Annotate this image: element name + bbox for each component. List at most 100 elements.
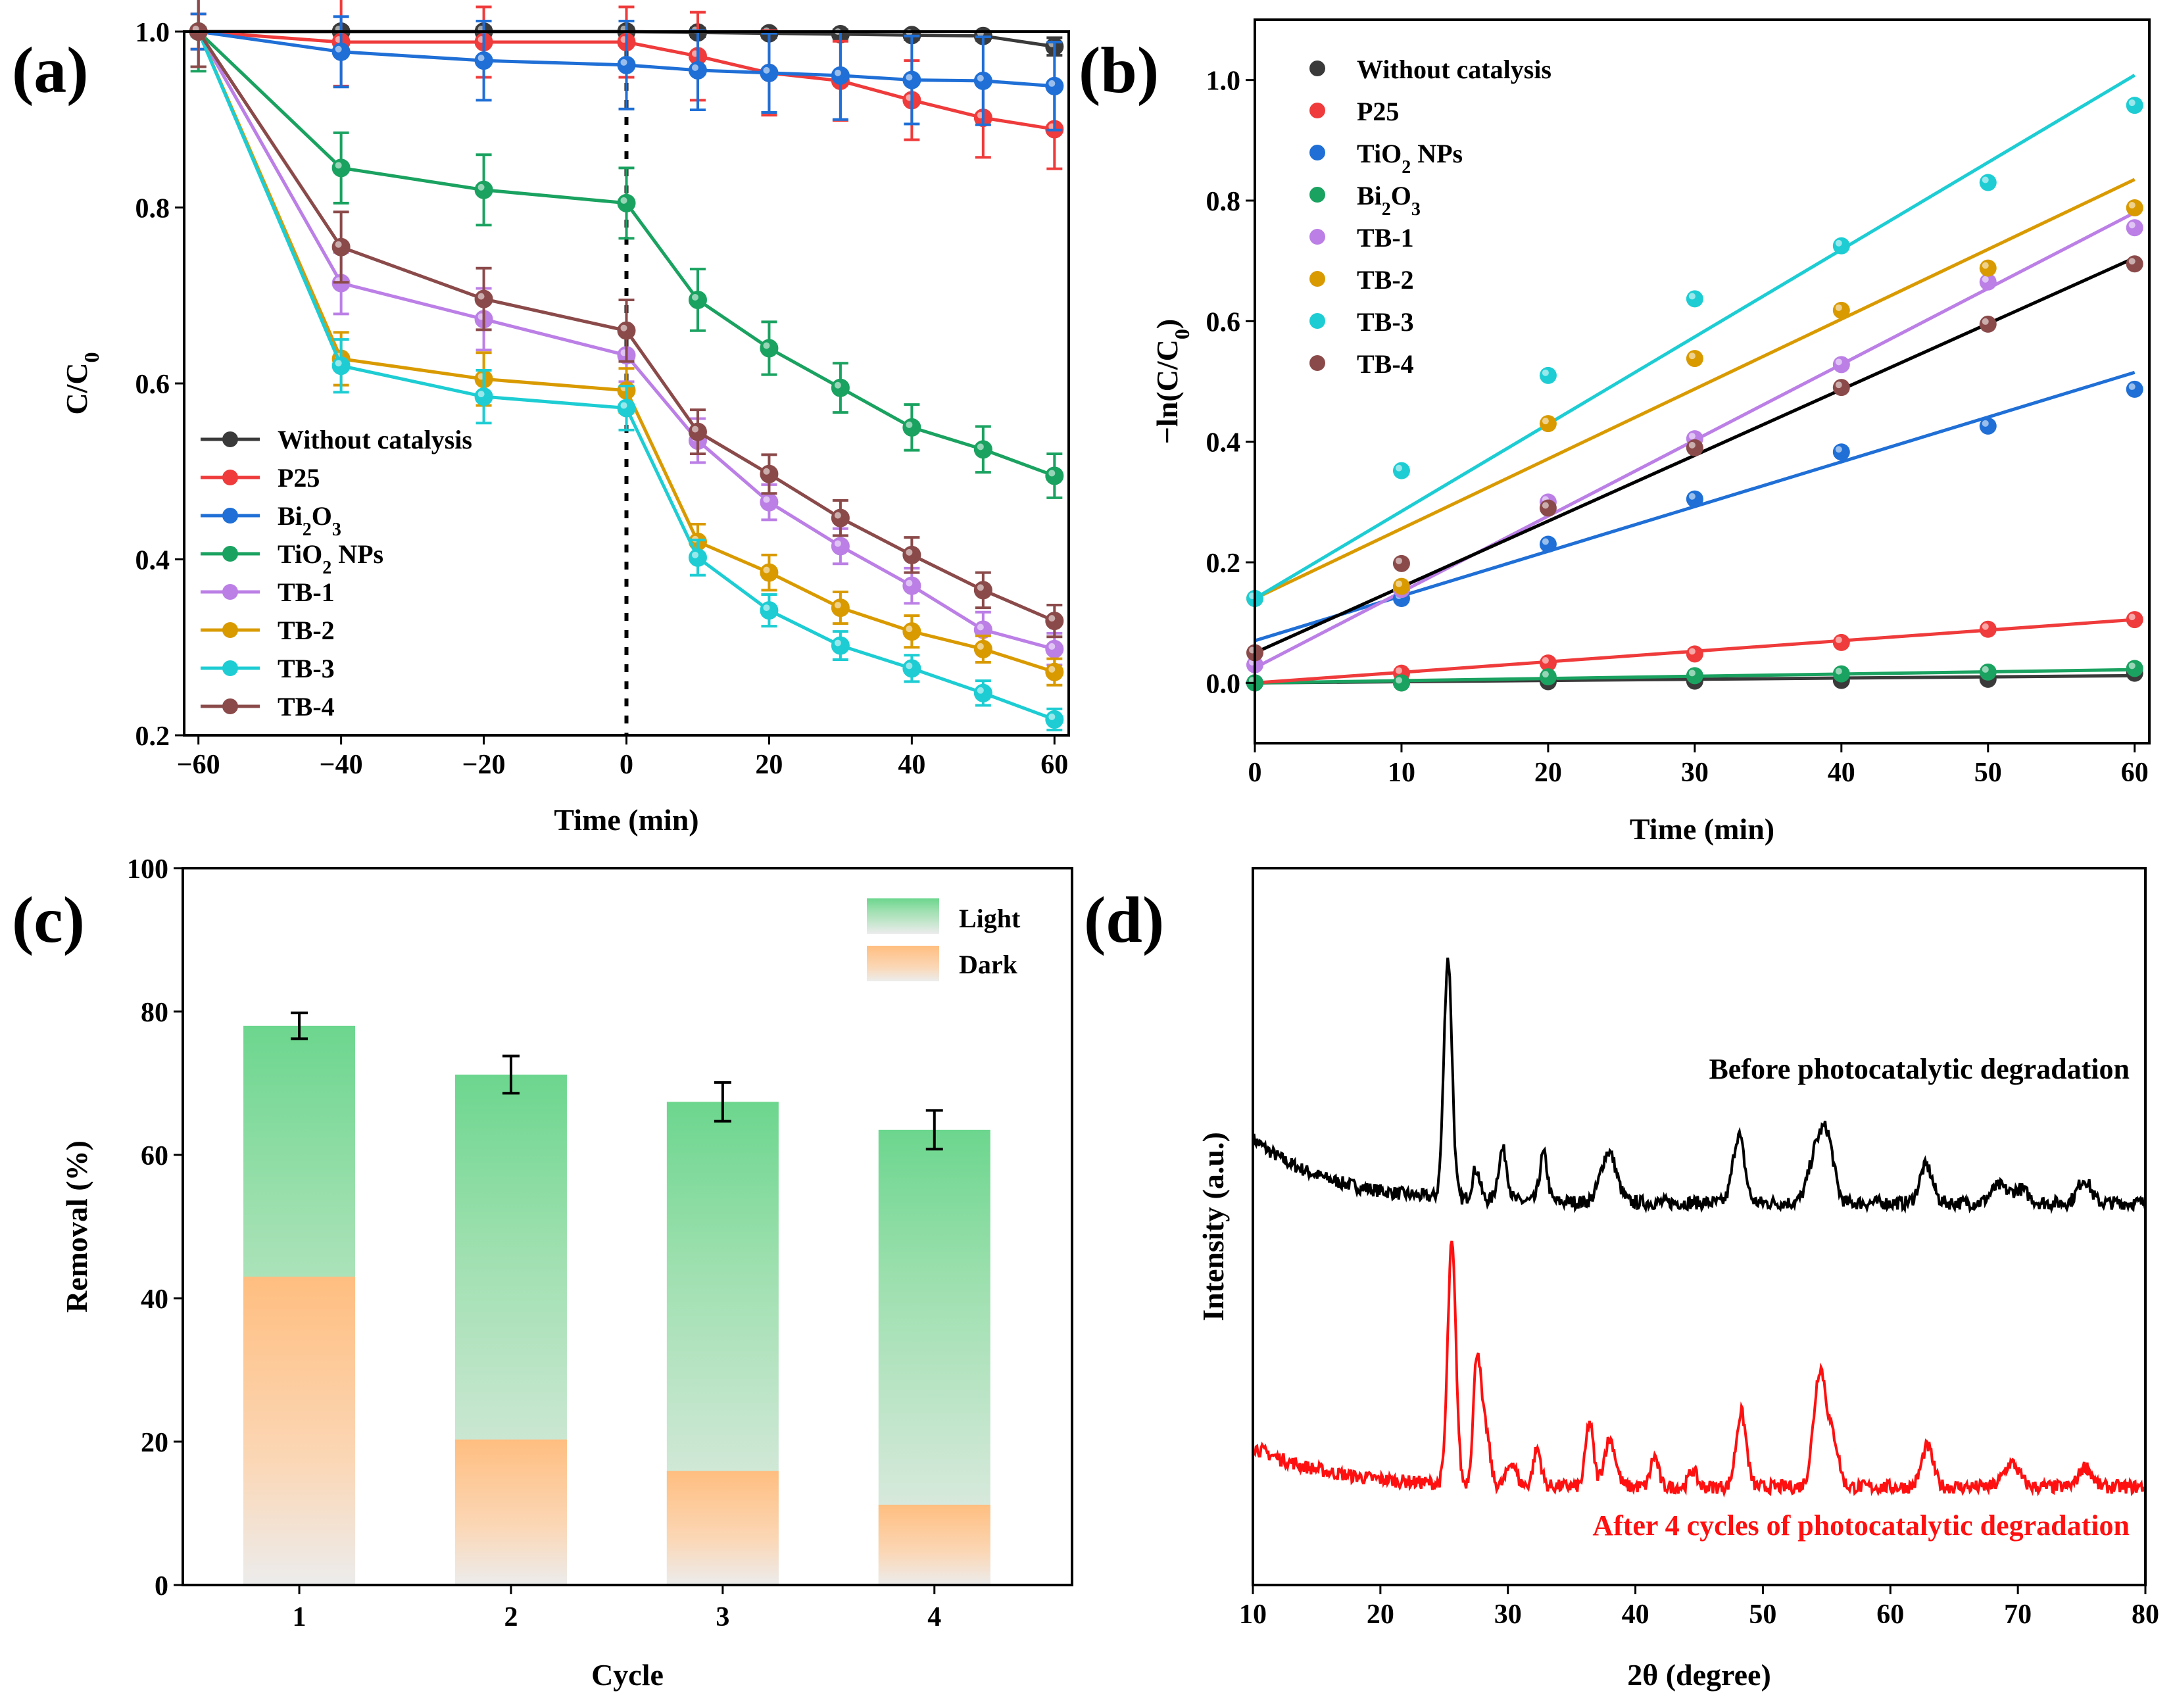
point-highlight (906, 421, 913, 428)
data-point (474, 51, 493, 70)
legend-label: TB-2 (1357, 265, 1414, 295)
point-highlight (2128, 202, 2136, 208)
legend-label: Light (959, 904, 1021, 933)
data-point (1979, 620, 1997, 638)
series-line (197, 30, 1056, 623)
series-tb3 (189, 0, 1064, 731)
x-tick-label: 20 (1367, 1599, 1394, 1630)
panel-label: (a) (12, 34, 89, 107)
y-tick-label: 100 (127, 854, 168, 885)
data-point (331, 356, 351, 376)
data-point (1686, 667, 1703, 685)
data-point (1392, 554, 1410, 572)
x-tick-label: 40 (898, 750, 925, 780)
data-point (2126, 97, 2143, 114)
x-tick-label: 40 (1622, 1599, 1649, 1630)
legend-marker (222, 431, 238, 447)
point-highlight (977, 443, 984, 451)
data-point (1832, 633, 1850, 651)
point-highlight (1688, 441, 1696, 449)
y-tick-label: 80 (141, 998, 168, 1028)
data-point (688, 548, 707, 567)
legend-label: P25 (278, 463, 320, 493)
legend-label: Bi2O3 (278, 501, 341, 540)
data-point (831, 508, 850, 527)
data-point (688, 422, 707, 441)
data-point (902, 70, 921, 89)
point-highlight (1542, 671, 1549, 678)
bar-dark (243, 1277, 356, 1585)
point-highlight (906, 74, 913, 81)
series-tb2 (1246, 199, 2143, 607)
x-tick-label: 60 (1040, 750, 1068, 780)
point-highlight (335, 162, 342, 169)
legend-marker (1309, 103, 1325, 118)
point-highlight (1048, 80, 1056, 87)
series-tb3 (1246, 97, 2143, 607)
data-point (902, 418, 921, 437)
data-point (1045, 710, 1064, 729)
x-tick-label: 40 (1828, 758, 1855, 788)
y-axis-title: −ln(C/C0) (1150, 319, 1194, 445)
fit-line-tb3 (1254, 74, 2136, 600)
data-point (2126, 255, 2143, 273)
legend-marker (222, 698, 238, 714)
data-point (1832, 356, 1850, 374)
point-highlight (977, 74, 984, 82)
legend-marker (222, 660, 238, 676)
data-point (1832, 379, 1850, 397)
panel-label: (b) (1079, 34, 1159, 107)
legend: Light Dark (867, 898, 1021, 981)
y-tick-label: 40 (141, 1284, 168, 1315)
y-tick-label: 0.8 (1206, 187, 1241, 217)
curve-label-after: After 4 cycles of photocatalytic degrada… (1592, 1509, 2130, 1542)
point-highlight (763, 66, 770, 74)
x-tick-label: 20 (1534, 758, 1562, 788)
data-point (331, 159, 351, 178)
legend-label: Dark (959, 950, 1018, 979)
point-highlight (906, 625, 913, 633)
data-point (1392, 462, 1410, 479)
point-highlight (335, 241, 342, 248)
category-label: 4 (927, 1602, 941, 1632)
data-point (1832, 237, 1850, 255)
legend-label: TiO2 NPs (278, 539, 383, 578)
data-point (902, 622, 921, 641)
data-point (831, 598, 850, 618)
x-tick-label: −20 (462, 750, 506, 780)
point-highlight (620, 324, 627, 331)
legend-label: TB-1 (278, 577, 335, 607)
point-highlight (1395, 580, 1402, 587)
bar-dark (454, 1439, 567, 1585)
series-line (198, 30, 1055, 88)
data-point (688, 290, 707, 309)
data-point (1045, 466, 1064, 485)
point-highlight (691, 293, 698, 301)
y-tick-label: 0.4 (1206, 428, 1241, 458)
legend-label: TB-4 (278, 692, 335, 721)
legend-label: TB-2 (278, 616, 335, 645)
bar-dark (666, 1471, 779, 1585)
point-highlight (691, 426, 698, 433)
x-tick-label: 30 (1494, 1599, 1522, 1630)
point-highlight (1835, 446, 1842, 453)
point-highlight (763, 566, 770, 573)
legend-marker (222, 546, 238, 562)
point-highlight (977, 643, 984, 650)
point-highlight (1542, 369, 1549, 376)
data-point (902, 545, 921, 564)
point-highlight (691, 551, 698, 558)
point-highlight (763, 496, 770, 503)
x-tick-label: 80 (2132, 1599, 2159, 1630)
point-highlight (477, 55, 485, 62)
point-highlight (1835, 239, 1842, 247)
data-point (474, 180, 493, 199)
point-highlight (1395, 667, 1402, 674)
data-point (1045, 639, 1064, 658)
legend-label: Without catalysis (278, 425, 472, 454)
series-line (197, 31, 1056, 674)
panel-label: (d) (1084, 883, 1164, 956)
plot-frame (1254, 18, 2151, 744)
point-highlight (1048, 615, 1056, 622)
